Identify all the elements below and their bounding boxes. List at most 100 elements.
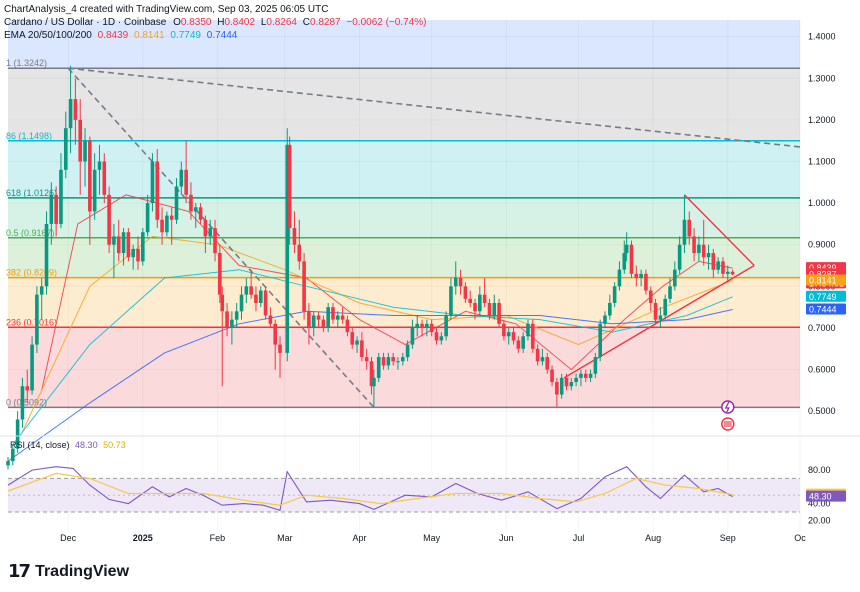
candle-body (492, 302, 497, 316)
candle-body (391, 357, 395, 362)
candle-body (598, 323, 602, 358)
low-label: L (260, 17, 267, 28)
candle-body (136, 248, 140, 262)
tradingview-logo-text: TradingView (35, 562, 130, 580)
candle-body (677, 244, 682, 270)
x-tick-label: May (423, 533, 441, 543)
candle-body (15, 419, 20, 449)
candle-body (121, 232, 126, 254)
candle-body (506, 332, 511, 337)
candle-body (639, 273, 643, 279)
rsi-y-tick: 80.00 (808, 465, 831, 475)
us-flag-icon (723, 421, 732, 427)
candle-body (478, 294, 482, 312)
candle-body (244, 286, 249, 295)
fib-zone-1 (8, 140, 800, 198)
low-value: 0.8264 (266, 17, 297, 28)
candle-body (444, 315, 448, 337)
x-tick-label: Sep (720, 533, 736, 543)
candle-body (716, 261, 720, 270)
candle-body (297, 244, 302, 262)
candle-body (574, 377, 578, 383)
candle-body (453, 278, 458, 287)
y-tick-label: 0.6000 (808, 365, 836, 375)
candle-body (579, 373, 583, 378)
rsi-ma-value: 50.73 (103, 440, 126, 450)
credit-text: ChartAnalysis_4 created with TradingView… (4, 4, 329, 15)
price-tag (806, 290, 846, 302)
candle-body (648, 290, 653, 303)
candle-body (711, 253, 716, 270)
candle-body (174, 186, 179, 220)
candle-body (258, 290, 263, 303)
candle-body (644, 273, 648, 291)
candle-body (97, 161, 102, 170)
chart-credit: ChartAnalysis_4 created with TradingView… (4, 4, 328, 15)
candle-body (213, 228, 217, 254)
x-tick-label: Mar (277, 533, 293, 543)
candle-body (49, 194, 54, 224)
candle-body (88, 140, 92, 212)
x-tick-label: 2025 (133, 533, 153, 543)
legend-bar: Cardano / US Dollar · 1D · Coinbase O0.8… (4, 17, 426, 28)
y-tick-label: 1.2000 (808, 115, 836, 125)
rsi-value: 48.30 (75, 440, 98, 450)
fib-label-5: 236 (0.7016) (6, 317, 57, 327)
candle-body (564, 377, 569, 387)
ema20-value: 0.8439 (97, 30, 129, 41)
candle-body (673, 269, 677, 287)
candle-body (155, 161, 160, 220)
trendline-dec-apr-downtrend (67, 67, 375, 408)
change-value: −0.0062 (−0.74%) (346, 17, 427, 28)
x-tick-label: Dec (60, 533, 77, 543)
candle-body (497, 302, 501, 324)
candle-body (634, 273, 639, 279)
candle-body (30, 344, 34, 391)
candle-body (629, 244, 634, 274)
candle-body (59, 169, 63, 224)
fib-label-1: 86 (1.1498) (6, 131, 52, 141)
tradingview-logo[interactable]: 17 TradingView (8, 561, 129, 582)
candle-body (302, 261, 306, 312)
candle-body (39, 286, 44, 295)
candle-body (263, 290, 268, 316)
candle-body (540, 357, 545, 362)
candle-body (331, 307, 335, 320)
rsi-tag-label: 48.30 (809, 492, 832, 502)
candle-body (381, 357, 386, 366)
candle-body (83, 140, 87, 162)
candle-body (54, 194, 58, 224)
x-tick-label: Aug (645, 533, 661, 543)
candle-body (583, 373, 588, 378)
ema100-value: 0.7749 (170, 30, 201, 41)
ema-label[interactable]: EMA 20/50/100/200 (4, 30, 92, 41)
rsi-label[interactable]: RSI (14, close) (10, 440, 70, 450)
candle-body (63, 128, 68, 170)
candle-body (376, 357, 381, 378)
candle-body (608, 302, 612, 316)
fib-label-2: 618 (1.0126) (6, 188, 57, 198)
candle-body (458, 278, 463, 287)
ema-line-EMA200 (7, 309, 733, 462)
candle-body (20, 386, 25, 420)
candle-body (326, 307, 330, 328)
candle-body (612, 286, 617, 303)
candle-body (68, 99, 73, 129)
price-tag-label: 0.8141 (809, 275, 837, 285)
candle-body (559, 377, 564, 395)
candle-body (482, 294, 487, 303)
fib-zone-4 (8, 277, 800, 328)
lightning-icon (724, 401, 730, 413)
fib-label-0: 1 (1.3242) (6, 58, 47, 68)
rsi-legend: RSI (14, close) 48.30 50.73 (10, 440, 126, 450)
close-label: C (302, 17, 311, 28)
symbol-label[interactable]: Cardano / US Dollar · 1D · Coinbase (4, 17, 167, 28)
candle-body (449, 286, 453, 316)
candle-body (400, 357, 405, 362)
candle-body (145, 203, 150, 233)
candle-body (203, 219, 208, 237)
ema-line-EMA100 (12, 269, 733, 445)
candle-body (502, 323, 506, 337)
candle-body (184, 169, 188, 195)
